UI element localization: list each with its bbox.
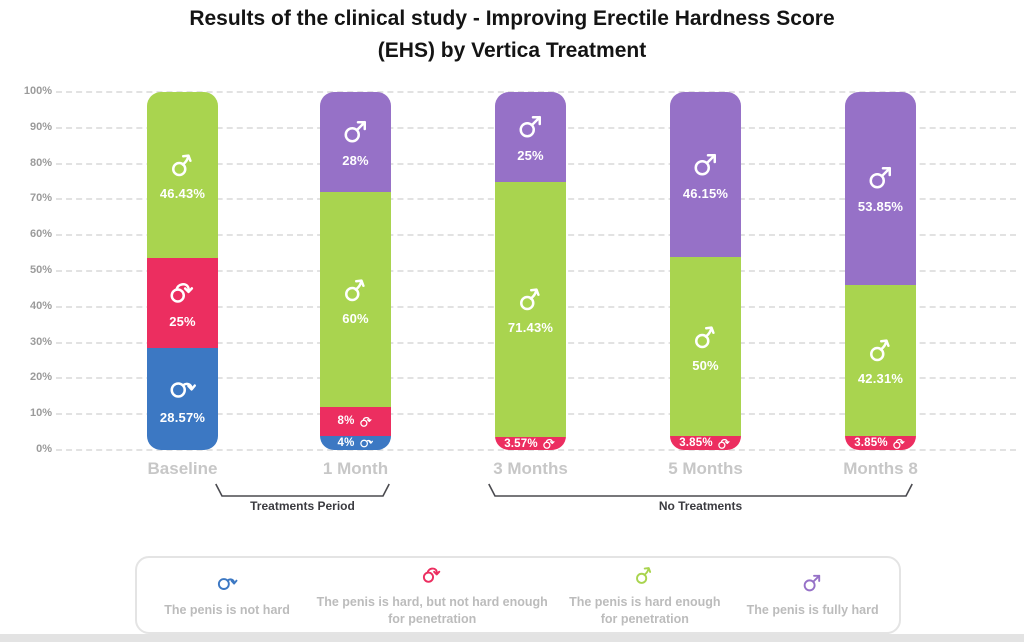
segment-value: 53.85% <box>857 199 904 215</box>
chart-title-line2: (EHS) by Vertica Treatment <box>377 38 647 62</box>
legend-icon-not_hard <box>216 571 239 599</box>
bar-segment-hard_not_enough: 25% <box>147 258 218 348</box>
legend-icon-hard_not_enough <box>421 563 444 591</box>
mars-curve-icon <box>694 326 715 348</box>
legend-label: The penis is hard, but not hard enough f… <box>316 594 548 626</box>
segment-value: 4% <box>337 436 355 449</box>
bar-segment-fully_hard: 25% <box>495 92 566 182</box>
chart-title-line1: Results of the clinical study - Improvin… <box>189 7 835 30</box>
no-treatments-bracket <box>488 483 913 498</box>
treatments-period-label: Treatments Period <box>250 499 355 513</box>
legend-label: The penis is not hard <box>164 603 290 618</box>
y-axis-tick: 100% <box>23 85 52 97</box>
bar-segment-hard_not_enough: 3.57% <box>495 437 566 450</box>
stacked-bar: 46.43% 25% 28.57% <box>147 92 218 450</box>
bar-segment-fully_hard: 53.85% <box>845 91 916 285</box>
legend-box: The penis is not hard The penis is hard, … <box>135 556 901 634</box>
segment-value: 3.57% <box>504 437 538 450</box>
stacked-bar: 25% 71.43% 3.57% <box>495 92 566 450</box>
mars-curl-icon <box>422 567 440 583</box>
segment-value: 46.15% <box>682 185 729 201</box>
bar-segment-hard_enough: 71.43% <box>495 181 566 438</box>
segment-value: 46.43% <box>159 186 206 202</box>
segment-value: 60% <box>342 310 369 326</box>
mars-curl-icon <box>718 438 730 449</box>
mars-down-icon <box>217 578 238 591</box>
mars-curve-icon <box>344 279 365 301</box>
bottom-page-band <box>0 634 1024 642</box>
y-axis-tick: 10% <box>29 407 52 420</box>
chart-title: Results of the clinical study - Improvin… <box>0 3 1024 66</box>
segment-value: 3.85% <box>679 437 713 450</box>
legend-icon-fully_hard <box>801 571 824 599</box>
segment-value: 25% <box>517 147 544 163</box>
bar-segment-hard_enough: 60% <box>320 192 391 408</box>
category-label: Baseline <box>147 459 218 478</box>
bar-segment-hard_not_enough: 8% <box>320 407 391 436</box>
mars-icon <box>344 121 366 143</box>
segment-value: 28% <box>342 153 369 169</box>
legend-item-hard_enough: The penis is hard enough for penetration <box>555 563 734 628</box>
mars-curve-icon <box>869 339 890 362</box>
mars-icon <box>869 167 891 189</box>
segment-value: 8% <box>337 415 355 428</box>
category-label: 5 Months <box>668 459 743 478</box>
y-axis-tick: 50% <box>29 264 52 276</box>
mars-icon <box>519 115 541 138</box>
legend-item-not_hard: The penis is not hard <box>145 571 309 619</box>
segment-value: 50% <box>692 357 719 373</box>
y-axis-tick: 20% <box>29 371 52 384</box>
y-axis-tick: 30% <box>29 335 52 348</box>
category-label: 1 Month <box>322 459 389 478</box>
bar-segment-not_hard: 4% <box>320 435 391 450</box>
mars-down-icon <box>359 439 373 448</box>
legend-icon-hard_enough <box>633 563 656 591</box>
bracket-line <box>215 483 390 497</box>
no-treatments-label: No Treatments <box>658 499 743 513</box>
segment-value: 28.57% <box>159 409 206 425</box>
legend-label: The penis is hard enough for penetration <box>569 594 721 626</box>
category-label: Months 8 <box>843 459 918 478</box>
bar-segment-hard_enough: 50% <box>670 257 741 437</box>
y-axis-tick: 40% <box>29 299 52 312</box>
legend-label: The penis is fully hard <box>746 603 879 618</box>
bracket-line <box>488 483 913 497</box>
segment-value: 71.43% <box>507 320 554 336</box>
bar-segment-hard_enough: 46.43% <box>147 92 218 259</box>
mars-curve-icon <box>519 288 540 311</box>
mars-icon <box>694 153 716 176</box>
mars-curl-icon <box>893 438 905 449</box>
mars-curve-icon <box>636 566 652 584</box>
stacked-bar: 46.15% 50% 3.85% <box>670 92 741 450</box>
segment-value: 3.85% <box>854 437 888 450</box>
bar-segment-fully_hard: 28% <box>320 92 391 193</box>
y-axis-tick: 80% <box>29 156 52 169</box>
segment-value: 42.31% <box>857 371 904 387</box>
mars-curl-icon <box>543 439 555 449</box>
bar-segment-hard_not_enough: 3.85% <box>845 436 916 450</box>
y-axis-tick: 60% <box>29 228 52 241</box>
mars-curve-icon <box>171 154 192 177</box>
y-axis-tick: 70% <box>29 192 52 205</box>
mars-curl-icon <box>359 416 372 427</box>
legend-item-hard_not_enough: The penis is hard, but not hard enough f… <box>309 563 555 628</box>
category-label: 3 Months <box>493 459 568 478</box>
grid-line <box>56 449 1016 451</box>
bar-segment-fully_hard: 46.15% <box>670 92 741 258</box>
stacked-bar: 28% 60% 8% 4% <box>320 92 391 450</box>
bar-segment-hard_not_enough: 3.85% <box>670 436 741 450</box>
stacked-bar: 53.85% 42.31% 3.85% <box>845 91 916 450</box>
mars-down-icon <box>170 382 196 398</box>
y-axis-tick: 90% <box>29 120 52 133</box>
segment-value: 25% <box>169 313 196 329</box>
bar-segment-hard_enough: 42.31% <box>845 284 916 437</box>
treatments-period-bracket <box>215 483 390 498</box>
mars-curl-icon <box>170 283 193 303</box>
mars-icon <box>803 574 821 592</box>
bar-segment-not_hard: 28.57% <box>147 347 218 450</box>
y-axis-tick: 0% <box>36 443 52 455</box>
legend-item-fully_hard: The penis is fully hard <box>734 571 891 619</box>
